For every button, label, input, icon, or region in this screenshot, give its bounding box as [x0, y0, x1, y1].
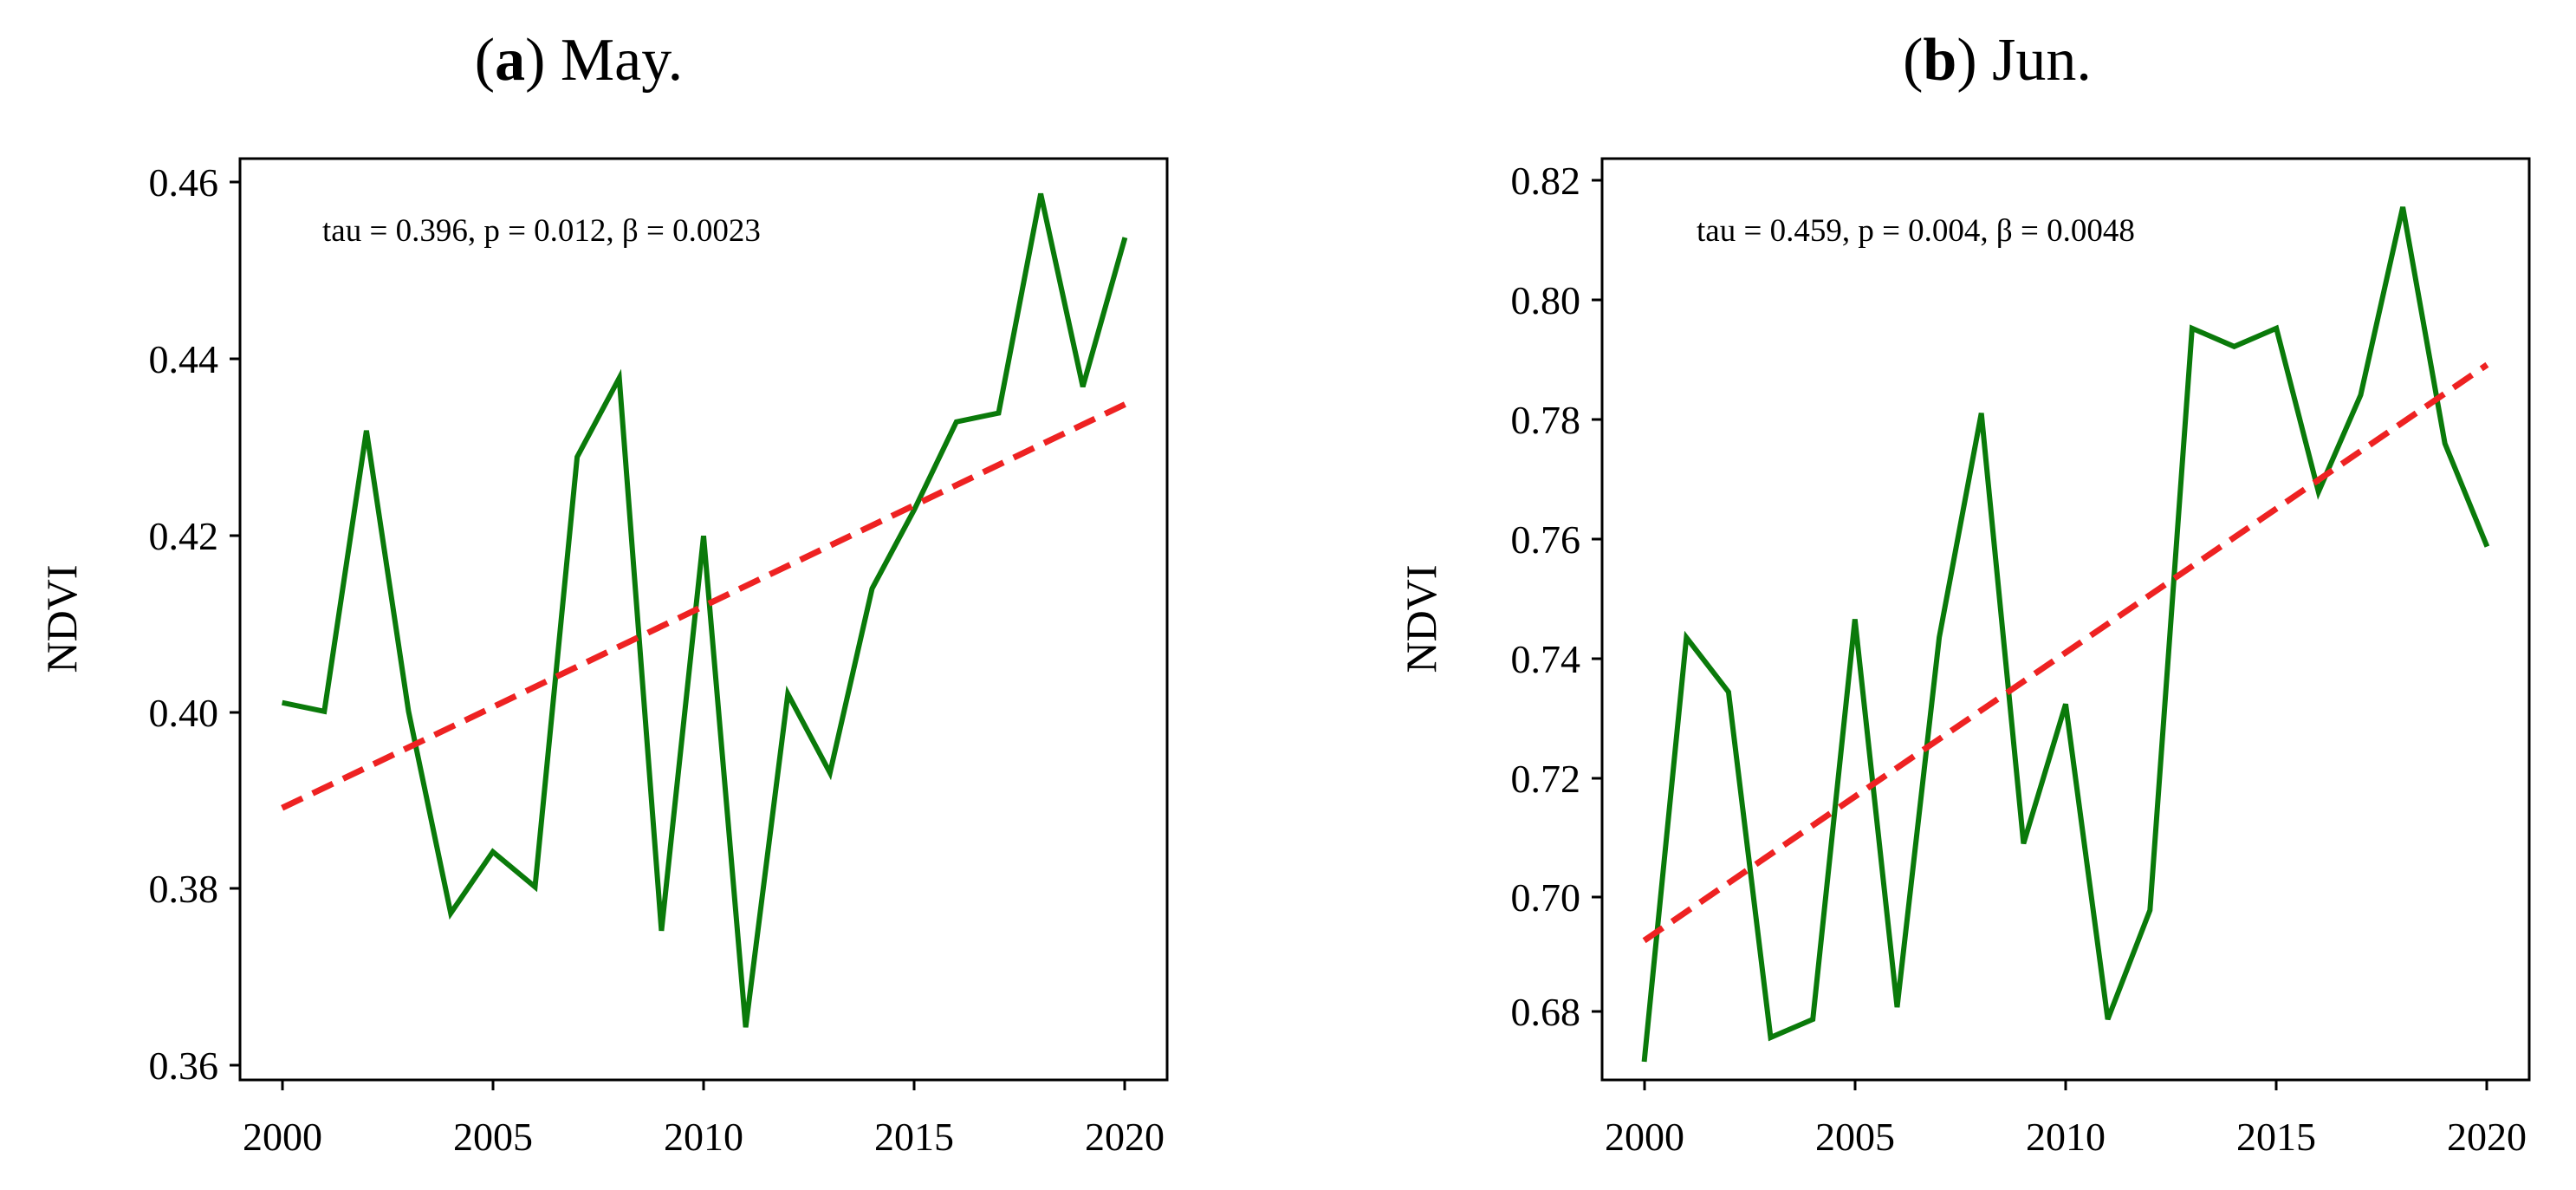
panel-a-y-tick-label: 0.38	[149, 867, 219, 911]
panel-a-trend-line	[281, 401, 1126, 811]
panel-b-ndvi-line	[1641, 206, 2490, 1063]
panel-b-y-tick-label: 0.78	[1511, 398, 1581, 442]
panel-a-x-ticks: 2000 2005 2010 2015 2020	[243, 1080, 1165, 1159]
panel-b-x-tick-label: 2005	[1815, 1115, 1895, 1159]
panel-a-y-tick-label: 0.36	[149, 1044, 219, 1088]
panel-b-x-tick-label: 2000	[1605, 1115, 1684, 1159]
panel-b-y-tick-label: 0.70	[1511, 875, 1581, 920]
panel-a-x-tick-label: 2005	[453, 1115, 533, 1159]
panel-a-y-tick-label: 0.40	[149, 691, 219, 735]
panel-a-title: (a) May.	[475, 27, 683, 94]
panel-b-title-letter: b	[1923, 27, 1956, 94]
panel-b-x-tick-label: 2010	[2026, 1115, 2106, 1159]
panel-b-x-tick-label: 2015	[2236, 1115, 2316, 1159]
panel-a-y-tick-label: 0.46	[149, 160, 219, 205]
panel-a-y-tick-label: 0.44	[149, 337, 219, 381]
panel-a-x-tick-label: 2000	[243, 1115, 322, 1159]
panel-b-series-layer	[1641, 206, 2490, 1063]
panel-b-y-tick-label: 0.68	[1511, 990, 1581, 1034]
panel-b-y-tick-label: 0.82	[1511, 159, 1581, 203]
panel-b-plot-frame	[1600, 157, 2531, 1082]
panel-a-y-axis-label: NDVI	[37, 565, 86, 673]
panel-b-title-text: Jun.	[1977, 27, 2092, 94]
panel-a: (a) May. tau = 0.396, p = 0.012, β = 0.0…	[37, 27, 1169, 1159]
panel-a-x-tick-label: 2015	[874, 1115, 954, 1159]
panel-b-y-axis-label: NDVI	[1397, 565, 1445, 673]
panel-b-x-tick-label: 2020	[2447, 1115, 2527, 1159]
panel-b: (b) Jun. tau = 0.459, p = 0.004, β = 0.0…	[1397, 27, 2531, 1159]
panel-b-y-tick-label: 0.76	[1511, 517, 1581, 562]
panel-b-trend-line	[1642, 361, 2489, 944]
panel-a-x-tick-label: 2020	[1085, 1115, 1165, 1159]
panel-b-title: (b) Jun.	[1903, 27, 2092, 94]
panel-a-series-layer	[281, 192, 1128, 1028]
panel-b-y-tick-label: 0.74	[1511, 637, 1581, 681]
panel-a-title-text: May.	[545, 27, 683, 94]
panel-a-stats-annotation: tau = 0.396, p = 0.012, β = 0.0023	[322, 213, 761, 249]
panel-a-ndvi-line	[281, 192, 1128, 1028]
panel-a-plot-frame	[238, 157, 1169, 1082]
panel-b-y-tick-label: 0.72	[1511, 757, 1581, 801]
panel-a-y-ticks: 0.36 0.38 0.40 0.42 0.44 0.46	[149, 160, 240, 1088]
panel-a-title-letter: a	[495, 27, 525, 94]
panel-b-y-tick-label: 0.80	[1511, 278, 1581, 322]
panel-b-x-ticks: 2000 2005 2010 2015 2020	[1605, 1080, 2527, 1159]
panel-a-x-tick-label: 2010	[664, 1115, 743, 1159]
panel-b-stats-annotation: tau = 0.459, p = 0.004, β = 0.0048	[1697, 213, 2135, 249]
panel-b-y-ticks: 0.68 0.70 0.72 0.74 0.76 0.78 0.80 0.82	[1511, 159, 1602, 1034]
panel-a-y-tick-label: 0.42	[149, 514, 219, 558]
